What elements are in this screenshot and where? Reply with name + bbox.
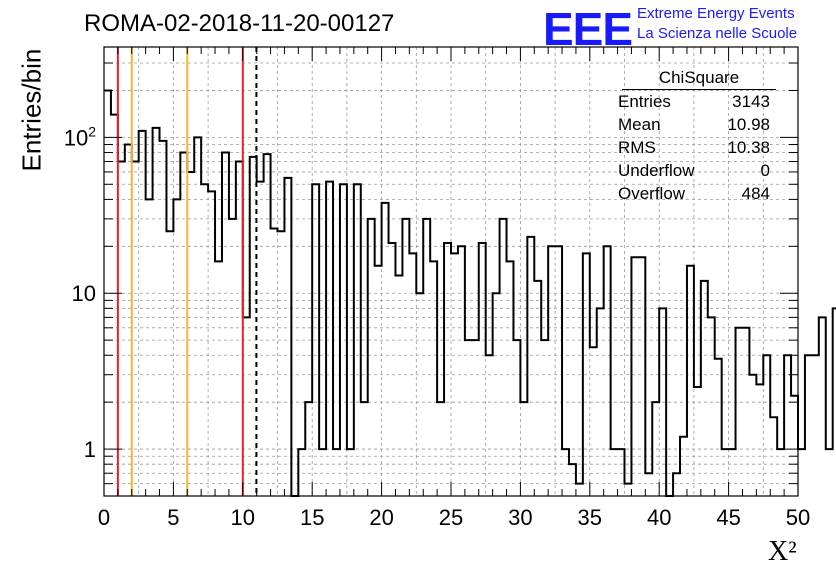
x-tick-label: 0 <box>98 505 110 530</box>
y-axis-label: Entries/bin <box>16 48 47 172</box>
stat-value: 10.38 <box>727 138 770 157</box>
stat-value: 0 <box>760 161 770 180</box>
logo-line-1: Extreme Energy Events <box>637 5 795 22</box>
y-tick-label: 102 <box>64 123 96 150</box>
x-tick-label: 30 <box>508 505 532 530</box>
x-axis-label: X² <box>768 536 797 567</box>
x-tick-label: 20 <box>369 505 393 530</box>
stat-row-rms: RMS 10.38 <box>610 136 778 159</box>
x-tick-label: 50 <box>786 505 810 530</box>
stat-label: RMS <box>618 138 656 157</box>
x-tick-label: 15 <box>300 505 324 530</box>
logo-line-2: La Scienza nelle Scuole <box>637 25 798 42</box>
chart-title: ROMA-02-2018-11-20-00127 <box>84 10 395 37</box>
stat-label: Entries <box>618 92 671 111</box>
stat-row-mean: Mean 10.98 <box>610 113 778 136</box>
y-tick-label: 1 <box>84 437 96 462</box>
x-tick-label: 45 <box>716 505 740 530</box>
x-tick-label: 10 <box>231 505 255 530</box>
x-tick-label: 5 <box>167 505 179 530</box>
stat-row-entries: Entries 3143 <box>610 90 778 113</box>
y-tick-label: 10 <box>72 281 96 306</box>
stat-row-underflow: Underflow 0 <box>610 159 778 182</box>
stat-value: 10.98 <box>727 115 770 134</box>
stat-value: 484 <box>741 184 770 203</box>
stat-label: Overflow <box>618 184 686 203</box>
x-tick-label: 35 <box>578 505 602 530</box>
x-tick-label: 25 <box>439 505 463 530</box>
stat-label: Mean <box>618 115 661 134</box>
stat-label: Underflow <box>618 161 695 180</box>
stats-box: ChiSquare Entries 3143 Mean 10.98 RMS 10… <box>610 67 778 205</box>
histogram-line <box>104 89 836 497</box>
stat-value: 3143 <box>732 92 770 111</box>
eee-logo: EEE <box>543 3 633 55</box>
x-tick-label: 40 <box>647 505 671 530</box>
stats-title: ChiSquare <box>622 67 776 90</box>
stat-row-overflow: Overflow 484 <box>610 182 778 205</box>
